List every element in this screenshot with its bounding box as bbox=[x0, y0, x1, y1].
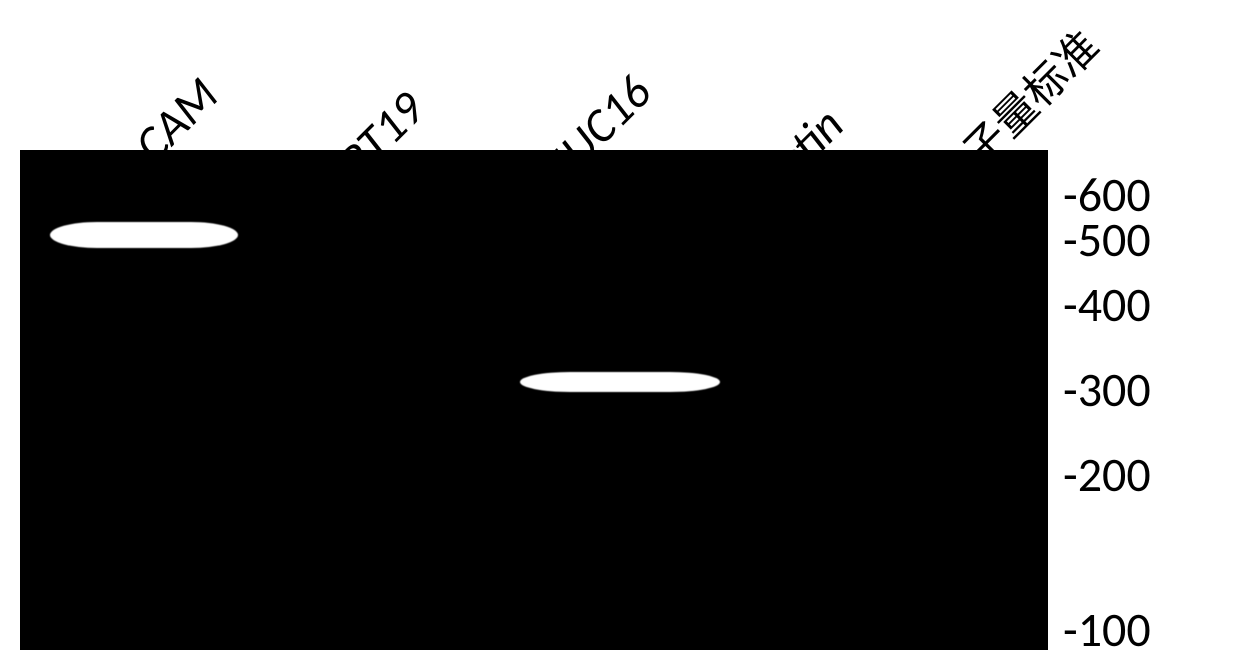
marker-300: -300 bbox=[1063, 360, 1151, 419]
marker-400: -400 bbox=[1063, 275, 1151, 334]
marker-200: -200 bbox=[1063, 445, 1151, 504]
marker-500: -500 bbox=[1063, 210, 1151, 269]
gel-image bbox=[20, 150, 1048, 650]
band-epcam bbox=[50, 222, 238, 248]
marker-100: -100 bbox=[1063, 600, 1151, 659]
band-muc16 bbox=[520, 372, 720, 392]
gel-figure: EpCAM KRT19 MUC16 Actin 分子量标准 -600 -500 … bbox=[20, 0, 1220, 658]
